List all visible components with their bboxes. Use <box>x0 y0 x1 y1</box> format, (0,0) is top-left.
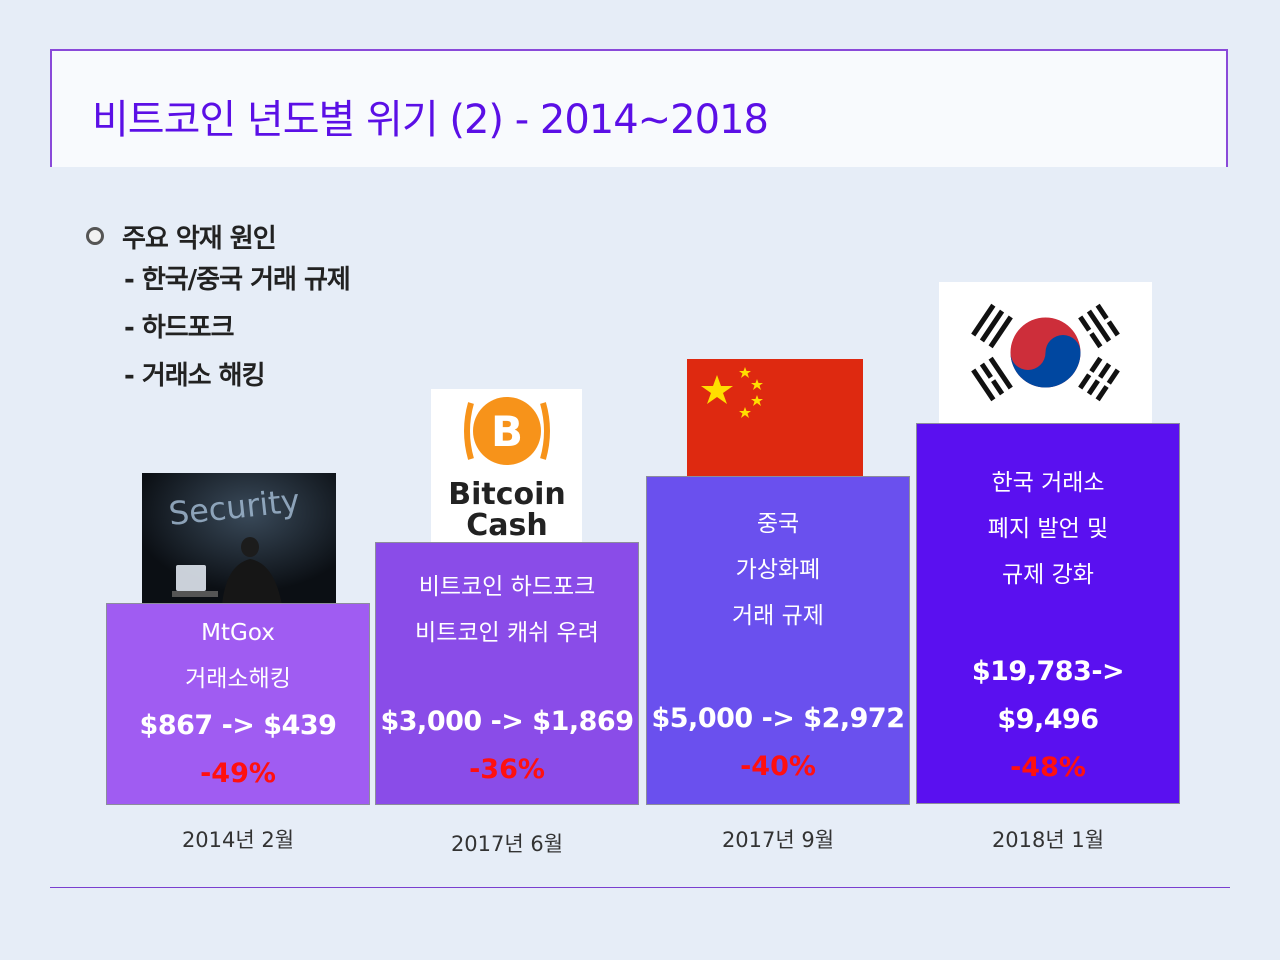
cash-logo-text: Cash <box>466 508 547 543</box>
bitcoin-logo-text: Bitcoin <box>448 477 566 512</box>
event-change: -36% <box>469 754 545 785</box>
event-line: 중국 <box>756 511 800 537</box>
event-change: -40% <box>740 751 816 782</box>
bullet-icon <box>86 227 104 245</box>
event-card-2017-06: 비트코인 하드포크 비트코인 캐쉬 우려 $3,000 -> $1,869 -3… <box>375 542 639 805</box>
korea-flag-icon <box>939 282 1152 423</box>
event-line: 규제 강화 <box>1002 562 1094 588</box>
china-flag-icon <box>687 359 863 477</box>
footer-divider <box>50 887 1230 888</box>
event-card-2014: MtGox 거래소해킹 $867 -> $439 -49% <box>106 603 370 805</box>
event-line: MtGox <box>201 620 275 646</box>
event-price: $5,000 -> $2,972 <box>651 703 905 734</box>
event-price: $3,000 -> $1,869 <box>380 706 634 737</box>
bitcoin-symbol-icon: B <box>491 407 523 456</box>
event-date: 2014년 2월 <box>181 828 295 852</box>
event-line: 한국 거래소 <box>991 470 1105 496</box>
event-price: $19,783-> $9,496 <box>971 656 1125 735</box>
event-line: 비트코인 하드포크 <box>418 574 596 600</box>
cause-item: - 한국/중국 거래 규제 <box>124 265 351 295</box>
bitcoin-cash-logo: B Bitcoin Cash <box>431 389 582 543</box>
event-line: 폐지 발언 및 <box>987 516 1109 542</box>
causes-heading: 주요 악재 원인 <box>122 223 277 254</box>
cause-item: - 거래소 해킹 <box>124 361 265 391</box>
causes-list: 주요 악재 원인 - 한국/중국 거래 규제 - 하드포크 - 거래소 해킹 <box>86 216 351 400</box>
causes-heading-row: 주요 악재 원인 <box>86 216 350 256</box>
event-line: 가상화폐 <box>735 557 821 583</box>
title-panel: 비트코인 년도별 위기 (2) - 2014~2018 <box>50 49 1228 167</box>
event-card-2018-01: 한국 거래소 폐지 발언 및 규제 강화 $19,783-> $9,496 -4… <box>916 423 1180 804</box>
cause-item: - 하드포크 <box>124 313 235 343</box>
page-title: 비트코인 년도별 위기 (2) - 2014~2018 <box>92 97 769 143</box>
event-price: $867 -> $439 <box>139 710 337 741</box>
event-change: -48% <box>1010 752 1086 783</box>
event-card-2017-09: 중국 가상화폐 거래 규제 $5,000 -> $2,972 -40% <box>646 476 910 805</box>
event-line: 거래소해킹 <box>185 666 291 692</box>
security-hacker-image: Security <box>142 473 336 605</box>
event-line: 거래 규제 <box>732 603 824 629</box>
event-date: 2017년 6월 <box>450 832 564 856</box>
event-line: 비트코인 캐쉬 우려 <box>415 620 599 646</box>
event-date: 2017년 9월 <box>721 828 835 852</box>
event-change: -49% <box>200 758 276 789</box>
event-date: 2018년 1월 <box>991 828 1105 852</box>
